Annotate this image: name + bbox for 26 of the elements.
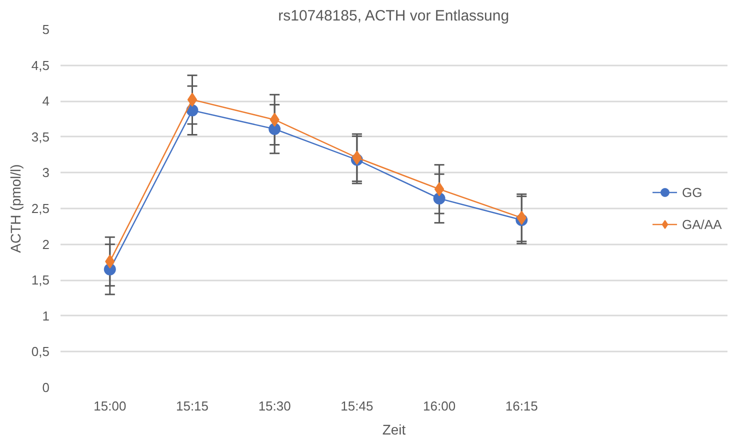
legend-label: GG	[682, 184, 704, 200]
x-axis-title: Zeit	[382, 422, 406, 438]
y-tick-label: 2,5	[31, 201, 50, 216]
x-tick-label: 16:00	[423, 398, 456, 414]
y-tick-label: 3,5	[31, 129, 50, 144]
y-tick-label: 0,5	[31, 344, 50, 360]
x-tick-label: 16:15	[505, 398, 538, 414]
point	[268, 123, 281, 136]
y-tick-label: 2	[42, 236, 50, 252]
y-tick-label: 1,5	[31, 272, 50, 288]
x-tick-label: 15:00	[94, 398, 126, 414]
y-axis-title: ACTH (pmol/l)	[7, 164, 24, 253]
x-tick-label: 15:15	[176, 398, 209, 414]
chart-title: rs10748185, ACTH vor Entlassung	[278, 8, 510, 24]
point	[433, 192, 446, 204]
y-tick-label: 4	[42, 94, 50, 109]
y-tick-label: 3	[42, 165, 50, 180]
y-tick-label: 5	[42, 22, 50, 37]
x-tick-label: 15:30	[258, 398, 291, 414]
legend-label: GA/AA	[682, 216, 722, 232]
point	[187, 92, 198, 107]
y-tick-label: 4,5	[31, 58, 50, 73]
point	[434, 182, 444, 196]
x-tick-label: 15:45	[340, 398, 374, 414]
y-tick-label: 1	[42, 308, 50, 324]
y-tick-label: 0	[42, 380, 50, 395]
